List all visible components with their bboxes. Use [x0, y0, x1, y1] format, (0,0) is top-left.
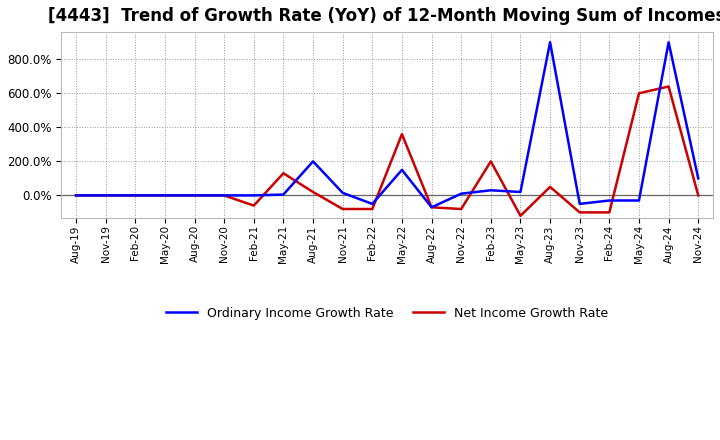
Net Income Growth Rate: [575, 210, 584, 215]
Net Income Growth Rate: [309, 189, 318, 194]
Net Income Growth Rate: [546, 184, 554, 190]
Ordinary Income Growth Rate: [427, 205, 436, 210]
Net Income Growth Rate: [279, 171, 288, 176]
Ordinary Income Growth Rate: [279, 192, 288, 197]
Net Income Growth Rate: [605, 210, 613, 215]
Net Income Growth Rate: [487, 159, 495, 164]
Ordinary Income Growth Rate: [131, 193, 140, 198]
Line: Net Income Growth Rate: Net Income Growth Rate: [76, 87, 698, 216]
Net Income Growth Rate: [427, 205, 436, 210]
Ordinary Income Growth Rate: [546, 40, 554, 45]
Ordinary Income Growth Rate: [220, 193, 228, 198]
Ordinary Income Growth Rate: [309, 159, 318, 164]
Net Income Growth Rate: [161, 193, 169, 198]
Net Income Growth Rate: [72, 193, 81, 198]
Net Income Growth Rate: [665, 84, 673, 89]
Ordinary Income Growth Rate: [190, 193, 199, 198]
Ordinary Income Growth Rate: [72, 193, 81, 198]
Net Income Growth Rate: [102, 193, 110, 198]
Ordinary Income Growth Rate: [368, 201, 377, 206]
Net Income Growth Rate: [220, 193, 228, 198]
Ordinary Income Growth Rate: [634, 198, 643, 203]
Net Income Growth Rate: [457, 206, 466, 212]
Net Income Growth Rate: [131, 193, 140, 198]
Ordinary Income Growth Rate: [102, 193, 110, 198]
Ordinary Income Growth Rate: [249, 193, 258, 198]
Ordinary Income Growth Rate: [665, 40, 673, 45]
Ordinary Income Growth Rate: [487, 187, 495, 193]
Ordinary Income Growth Rate: [605, 198, 613, 203]
Ordinary Income Growth Rate: [575, 201, 584, 206]
Net Income Growth Rate: [368, 206, 377, 212]
Net Income Growth Rate: [249, 203, 258, 208]
Ordinary Income Growth Rate: [694, 176, 703, 181]
Net Income Growth Rate: [634, 91, 643, 96]
Legend: Ordinary Income Growth Rate, Net Income Growth Rate: Ordinary Income Growth Rate, Net Income …: [161, 302, 613, 325]
Net Income Growth Rate: [694, 193, 703, 198]
Ordinary Income Growth Rate: [397, 167, 406, 172]
Net Income Growth Rate: [397, 132, 406, 137]
Ordinary Income Growth Rate: [516, 189, 525, 194]
Title: [4443]  Trend of Growth Rate (YoY) of 12-Month Moving Sum of Incomes: [4443] Trend of Growth Rate (YoY) of 12-…: [48, 7, 720, 25]
Ordinary Income Growth Rate: [161, 193, 169, 198]
Ordinary Income Growth Rate: [457, 191, 466, 196]
Net Income Growth Rate: [338, 206, 347, 212]
Ordinary Income Growth Rate: [338, 190, 347, 195]
Line: Ordinary Income Growth Rate: Ordinary Income Growth Rate: [76, 42, 698, 207]
Net Income Growth Rate: [516, 213, 525, 218]
Net Income Growth Rate: [190, 193, 199, 198]
